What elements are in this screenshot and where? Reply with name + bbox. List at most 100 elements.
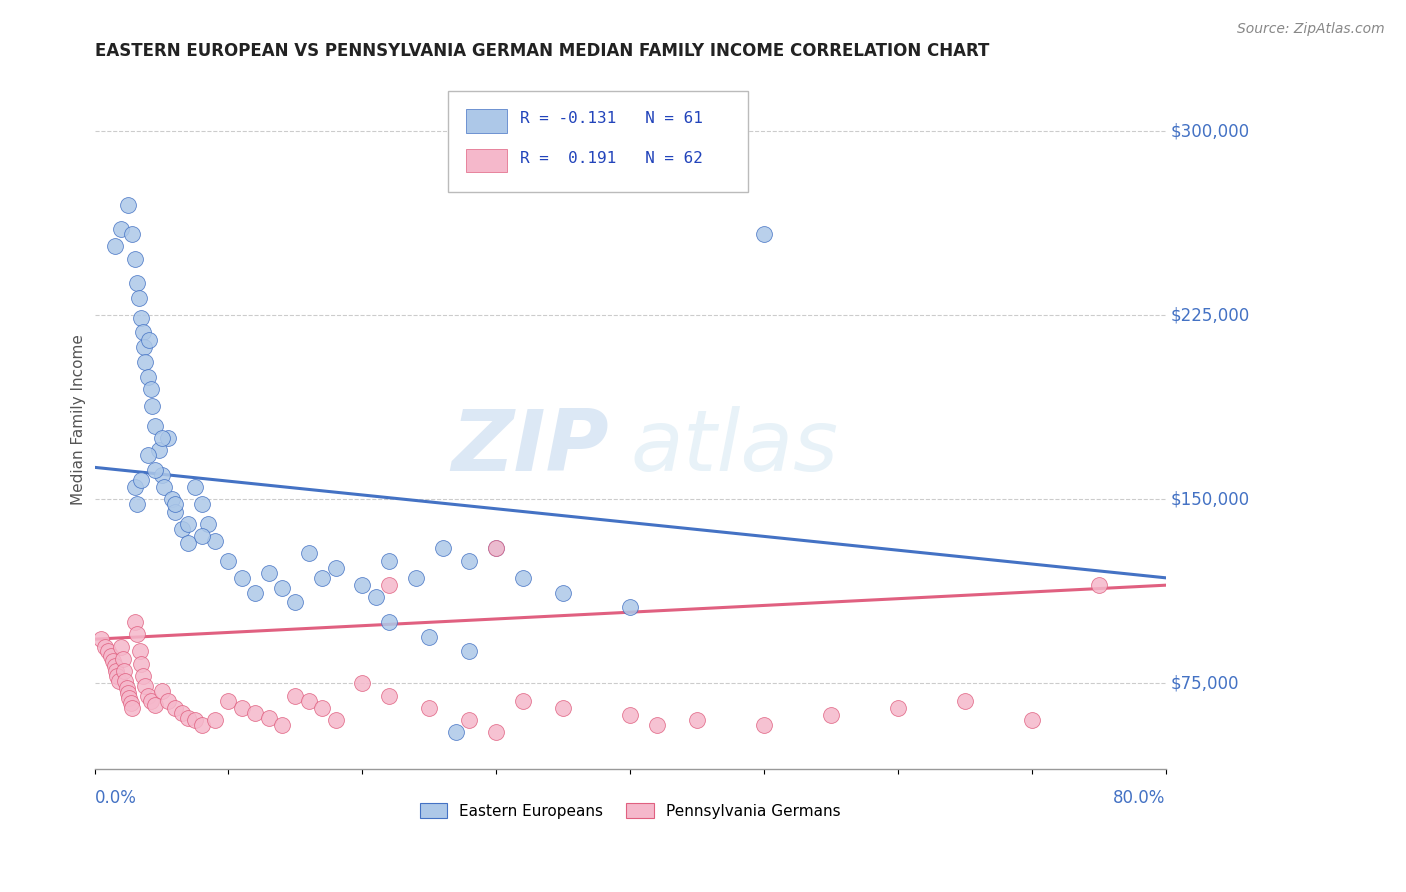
Point (752, 227, 775, 241)
Point (311, 701, 333, 715)
Point (163, 701, 186, 715)
Point (1087, 578, 1109, 592)
FancyBboxPatch shape (449, 91, 748, 192)
Point (128, 291, 150, 305)
Point (231, 571, 253, 585)
Point (120, 696, 142, 710)
Point (553, 701, 575, 715)
Text: $300,000: $300,000 (1171, 122, 1250, 140)
Point (325, 713, 347, 727)
Point (177, 536, 200, 550)
Point (141, 399, 163, 413)
Point (157, 431, 180, 445)
Point (131, 657, 153, 671)
Point (271, 718, 294, 732)
Y-axis label: Median Family Income: Median Family Income (72, 334, 86, 505)
Point (114, 673, 136, 688)
Point (160, 492, 183, 507)
Point (271, 581, 294, 595)
Point (139, 382, 162, 396)
Point (148, 443, 170, 458)
Text: $150,000: $150,000 (1171, 491, 1250, 508)
Point (132, 669, 155, 683)
Legend: Eastern Europeans, Pennsylvania Germans: Eastern Europeans, Pennsylvania Germans (413, 797, 846, 824)
Point (121, 701, 143, 715)
Point (953, 693, 976, 707)
Point (131, 310, 153, 325)
Point (352, 578, 374, 592)
Text: $225,000: $225,000 (1171, 306, 1250, 324)
Point (107, 673, 129, 688)
Point (204, 533, 226, 548)
Point (485, 725, 508, 739)
Point (117, 686, 139, 700)
Point (887, 701, 910, 715)
Point (153, 480, 176, 494)
Point (90, 632, 112, 647)
Point (378, 578, 401, 592)
Text: R = -0.131   N = 61: R = -0.131 N = 61 (520, 112, 703, 126)
Point (298, 693, 321, 707)
Point (127, 497, 149, 511)
Point (105, 664, 128, 678)
Text: $75,000: $75,000 (1171, 674, 1240, 692)
Point (124, 615, 146, 629)
Point (1021, 713, 1043, 727)
Point (217, 693, 239, 707)
Point (311, 571, 333, 585)
Point (177, 516, 200, 531)
Text: R =  0.191   N = 62: R = 0.191 N = 62 (520, 151, 703, 166)
Text: EASTERN EUROPEAN VS PENNSYLVANIA GERMAN MEDIAN FAMILY INCOME CORRELATION CHART: EASTERN EUROPEAN VS PENNSYLVANIA GERMAN … (94, 42, 988, 60)
Point (104, 239, 127, 253)
Point (157, 693, 180, 707)
Point (118, 691, 141, 706)
Point (444, 725, 467, 739)
Point (134, 679, 156, 693)
Point (105, 669, 128, 683)
Text: 80.0%: 80.0% (1114, 789, 1166, 807)
Point (132, 340, 155, 354)
Point (190, 718, 212, 732)
Point (284, 595, 307, 609)
Point (143, 418, 166, 433)
Text: Source: ZipAtlas.com: Source: ZipAtlas.com (1237, 22, 1385, 37)
Point (284, 689, 307, 703)
Point (134, 355, 156, 369)
Point (184, 713, 207, 727)
Point (131, 473, 153, 487)
Point (432, 541, 454, 556)
Point (512, 693, 534, 707)
Point (458, 713, 481, 727)
Point (752, 718, 775, 732)
Point (325, 561, 347, 575)
Point (197, 516, 219, 531)
Point (378, 554, 401, 568)
Point (405, 571, 427, 585)
Point (150, 683, 173, 698)
Point (418, 701, 440, 715)
Point (485, 541, 508, 556)
Point (352, 676, 374, 690)
Point (170, 706, 193, 720)
Point (111, 652, 134, 666)
Point (103, 654, 125, 668)
Point (150, 431, 173, 445)
Point (163, 497, 186, 511)
Point (245, 706, 267, 720)
Point (129, 644, 152, 658)
Point (245, 585, 267, 599)
Point (121, 227, 143, 241)
Point (378, 615, 401, 629)
Point (110, 640, 132, 654)
Point (512, 571, 534, 585)
FancyBboxPatch shape (467, 109, 508, 133)
Point (190, 529, 212, 543)
Point (190, 497, 212, 511)
Point (364, 591, 387, 605)
Text: ZIP: ZIP (451, 406, 609, 489)
Point (100, 649, 122, 664)
Point (298, 546, 321, 560)
Point (378, 689, 401, 703)
Point (553, 585, 575, 599)
Point (619, 600, 641, 615)
